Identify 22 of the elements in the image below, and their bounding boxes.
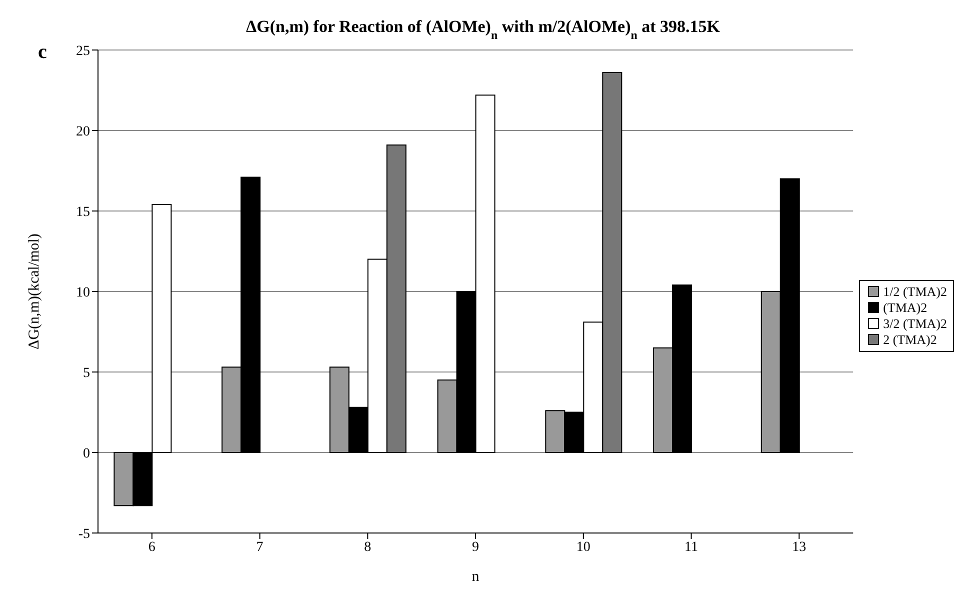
x-tick-label: 9: [472, 540, 480, 555]
x-tick-label: 7: [256, 540, 264, 555]
legend-label: (TMA)2: [883, 300, 928, 316]
y-tick-label: 25: [76, 44, 90, 59]
x-tick-label: 13: [792, 540, 806, 555]
y-tick-label: 10: [76, 285, 90, 300]
x-tick-label: 6: [148, 540, 156, 555]
chart-title: ΔG(n,m) for Reaction of (AlOMe)$_{n}$ with m/2(AlOMe)$_{n}$ at 398.15K: [246, 17, 721, 42]
y-tick-label: 0: [83, 446, 90, 462]
y-tick-label: 20: [76, 124, 90, 140]
y-tick-label: 5: [83, 366, 90, 381]
legend-label: 3/2 (TMA)2: [883, 316, 947, 332]
x-axis-title: n: [472, 569, 480, 585]
x-tick-label: 11: [684, 540, 698, 555]
y-tick-label: -5: [78, 526, 90, 542]
legend-label: 1/2 (TMA)2: [883, 284, 947, 300]
x-tick-label: 10: [576, 540, 590, 555]
y-axis-title: ΔG(n,m)(kcal/mol): [26, 234, 42, 350]
text: c: [38, 41, 47, 63]
x-tick-label: 8: [364, 540, 372, 555]
y-tick-label: 15: [76, 204, 90, 220]
legend-label: 2 (TMA)2: [883, 332, 937, 348]
